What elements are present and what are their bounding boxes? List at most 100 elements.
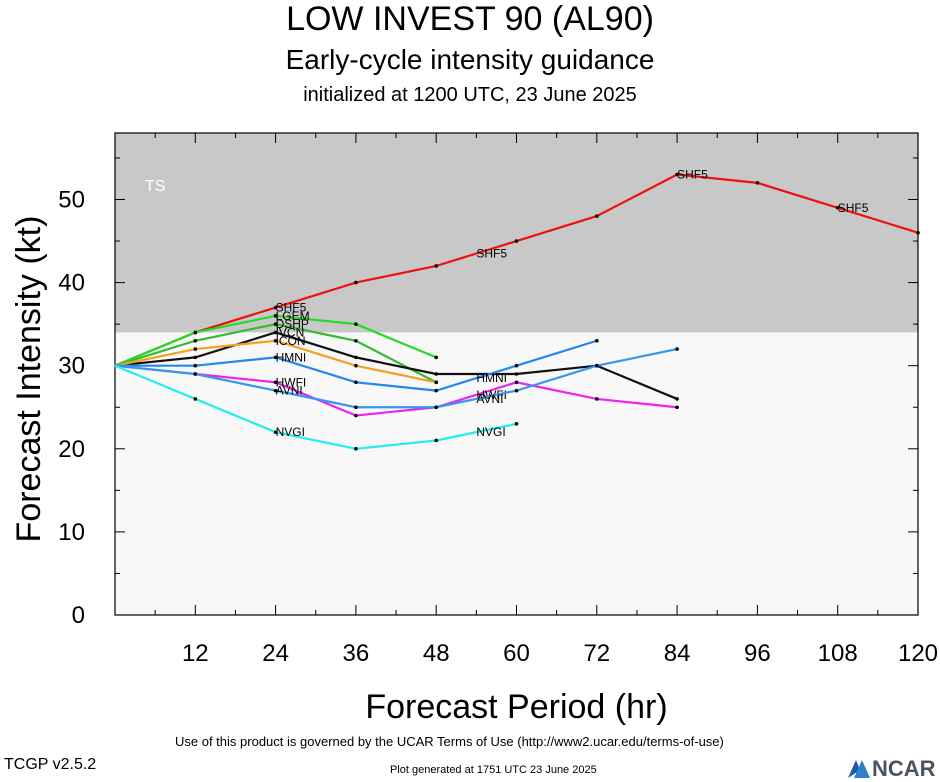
chart-init-time: initialized at 1200 UTC, 23 June 2025	[303, 84, 637, 106]
series-label: HWFI	[276, 375, 307, 389]
series-line	[114, 364, 678, 417]
data-point	[354, 338, 358, 343]
series-label: SHF5	[677, 168, 708, 182]
x-tick-label: 84	[664, 640, 691, 667]
chart-subtitle: Early-cycle intensity guidance	[285, 44, 655, 75]
data-point	[193, 347, 198, 351]
series-label: IVCN	[276, 325, 305, 339]
data-point	[675, 172, 679, 177]
series-label: LGEM	[276, 309, 310, 323]
series-shf5: SHF5 SHF5 SHF5 SHF5	[114, 168, 920, 367]
data-point	[514, 380, 519, 385]
series-label: SHF5	[276, 301, 307, 315]
version-label: TCGP v2.5.2	[4, 756, 97, 773]
data-point	[755, 181, 760, 185]
data-point	[916, 230, 920, 235]
data-point	[193, 355, 198, 360]
data-point	[273, 380, 278, 385]
data-point	[193, 397, 198, 401]
series-label: SHF5	[476, 247, 507, 261]
series-label: SHF5	[838, 201, 869, 215]
data-point	[434, 372, 439, 376]
series-line	[114, 347, 678, 409]
series-label: ICON	[276, 334, 306, 348]
data-point	[273, 314, 278, 318]
data-point	[835, 205, 840, 210]
data-point	[354, 405, 358, 410]
series-nvgi: NVGI NVGI	[114, 364, 519, 451]
data-point	[273, 330, 278, 335]
data-point	[595, 397, 599, 401]
series-label: AVNI	[276, 384, 303, 398]
series-line	[114, 331, 678, 400]
ncar-logo-icon	[848, 760, 870, 778]
intensity-band	[115, 133, 918, 333]
x-tick-label: 24	[262, 640, 289, 667]
x-tick-label: 96	[744, 640, 771, 667]
ncar-logo: NCAR	[846, 756, 940, 781]
data-point	[273, 430, 278, 434]
data-point	[193, 363, 198, 368]
y-tick-label: 40	[58, 270, 85, 297]
series-label: NVGI	[276, 425, 305, 439]
x-tick-label: 36	[343, 640, 370, 667]
y-tick-label: 10	[58, 519, 85, 546]
data-point	[514, 388, 519, 393]
data-point	[193, 338, 198, 343]
data-point	[354, 280, 358, 285]
data-point	[273, 322, 278, 326]
series-line	[114, 364, 517, 450]
data-point	[273, 305, 278, 310]
data-point	[434, 264, 439, 268]
y-tick-label: 20	[58, 436, 85, 463]
chart-title: LOW INVEST 90 (AL90)	[286, 0, 654, 38]
data-point	[675, 397, 679, 401]
data-point	[514, 363, 519, 368]
data-point	[193, 372, 198, 376]
series-label: AVNI	[476, 392, 503, 406]
x-axis-label: Forecast Period (hr)	[365, 688, 667, 726]
data-point	[354, 355, 358, 360]
data-point	[354, 363, 358, 368]
x-tick-label: 72	[583, 640, 610, 667]
data-point	[675, 405, 679, 410]
series-icon: ICON	[114, 334, 439, 385]
x-tick-label: 120	[898, 640, 938, 667]
x-tick-label: 108	[818, 640, 858, 667]
data-point	[595, 214, 599, 218]
y-tick-label: 0	[72, 602, 85, 629]
ncar-logo-text: NCAR	[872, 756, 936, 781]
y-tick-label: 50	[58, 186, 85, 213]
series-label: DSHP	[276, 317, 309, 331]
series-label: HMNI	[276, 350, 307, 364]
generated-timestamp: Plot generated at 1751 UTC 23 June 2025	[390, 764, 597, 776]
series-lgem: LGEM	[114, 309, 439, 367]
series-hmni: HMNI HMNI	[115, 338, 599, 393]
data-point	[595, 338, 599, 343]
data-point	[434, 388, 439, 393]
data-point	[354, 322, 358, 326]
band-label: TS	[145, 178, 165, 195]
series-ivcn: IVCN	[114, 325, 679, 401]
data-point	[273, 338, 278, 343]
data-point	[434, 355, 439, 360]
series-label: NVGI	[476, 425, 505, 439]
x-tick-label: 48	[423, 640, 450, 667]
data-point	[354, 446, 358, 451]
data-point	[193, 330, 198, 335]
data-point	[354, 413, 358, 418]
data-point	[434, 438, 439, 443]
data-point	[595, 363, 599, 368]
data-point	[434, 405, 439, 410]
data-point	[514, 239, 519, 243]
data-point	[675, 347, 679, 351]
y-axis-label: Forecast Intensity (kt)	[10, 216, 48, 543]
y-tick-label: 30	[58, 353, 85, 380]
series-label: HMNI	[476, 371, 507, 385]
data-point	[434, 380, 439, 385]
data-point	[514, 372, 519, 376]
data-point	[354, 380, 358, 385]
data-point	[273, 388, 278, 393]
x-tick-label: 60	[503, 640, 530, 667]
